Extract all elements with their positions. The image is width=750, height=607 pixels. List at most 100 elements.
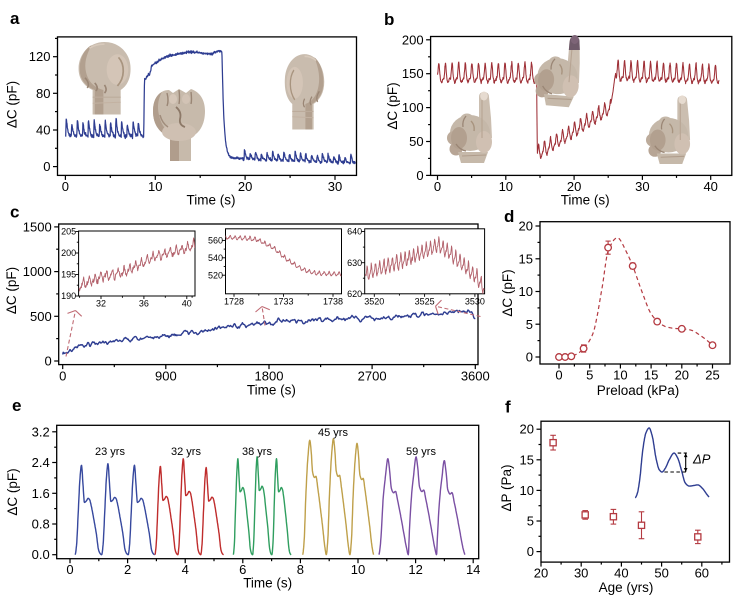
svg-text:6: 6 <box>239 562 246 577</box>
svg-text:1.6: 1.6 <box>32 486 50 501</box>
svg-text:0: 0 <box>59 369 66 384</box>
svg-text:c: c <box>10 203 19 222</box>
svg-text:ΔP (Pa): ΔP (Pa) <box>499 464 514 511</box>
svg-text:0.0: 0.0 <box>32 547 50 562</box>
svg-text:5: 5 <box>586 368 593 383</box>
svg-text:20: 20 <box>567 179 581 194</box>
svg-text:d: d <box>504 207 514 226</box>
svg-text:a: a <box>10 9 20 28</box>
svg-text:3520: 3520 <box>364 296 384 306</box>
svg-text:1738: 1738 <box>323 296 343 306</box>
svg-text:38 yrs: 38 yrs <box>242 446 272 458</box>
svg-text:Age (yrs): Age (yrs) <box>599 580 654 595</box>
svg-text:500: 500 <box>30 309 52 324</box>
svg-text:Time (s): Time (s) <box>187 192 236 207</box>
svg-text:150: 150 <box>402 66 424 81</box>
svg-text:2700: 2700 <box>358 369 387 384</box>
svg-text:10: 10 <box>351 562 365 577</box>
svg-text:20: 20 <box>238 179 252 194</box>
svg-text:10: 10 <box>520 483 534 498</box>
svg-text:ΔC (pF): ΔC (pF) <box>4 267 19 314</box>
svg-text:3525: 3525 <box>415 296 435 306</box>
svg-text:190: 190 <box>61 291 76 301</box>
svg-text:10: 10 <box>613 368 627 383</box>
svg-text:1000: 1000 <box>23 264 52 279</box>
svg-text:20: 20 <box>519 219 533 234</box>
svg-text:b: b <box>384 10 394 29</box>
svg-text:5: 5 <box>527 514 534 529</box>
svg-text:200: 200 <box>61 248 76 258</box>
svg-text:4: 4 <box>182 562 189 577</box>
svg-text:195: 195 <box>61 270 76 280</box>
svg-text:100: 100 <box>402 100 424 115</box>
svg-text:1800: 1800 <box>255 369 284 384</box>
svg-text:1500: 1500 <box>23 219 52 234</box>
svg-text:0.8: 0.8 <box>32 516 50 531</box>
svg-text:560: 560 <box>208 236 223 246</box>
svg-text:50: 50 <box>409 134 423 149</box>
svg-text:60: 60 <box>695 566 709 581</box>
svg-text:640: 640 <box>347 227 362 237</box>
svg-text:0: 0 <box>62 179 69 194</box>
svg-text:f: f <box>505 398 511 417</box>
svg-text:3600: 3600 <box>461 369 490 384</box>
svg-text:15: 15 <box>519 251 533 266</box>
svg-text:10: 10 <box>499 179 513 194</box>
svg-text:20: 20 <box>534 566 548 581</box>
svg-text:620: 620 <box>347 289 362 299</box>
svg-text:15: 15 <box>520 452 534 467</box>
svg-text:30: 30 <box>635 179 649 194</box>
svg-text:0: 0 <box>44 354 51 369</box>
svg-text:ΔC (pF): ΔC (pF) <box>500 269 515 316</box>
svg-text:32 yrs: 32 yrs <box>171 446 201 458</box>
svg-text:40: 40 <box>182 299 192 309</box>
svg-text:40: 40 <box>703 179 717 194</box>
svg-text:10: 10 <box>519 284 533 299</box>
svg-text:40: 40 <box>36 122 50 137</box>
svg-text:1728: 1728 <box>224 296 244 306</box>
svg-text:900: 900 <box>155 369 177 384</box>
svg-text:0: 0 <box>555 368 562 383</box>
svg-text:ΔC (pF): ΔC (pF) <box>5 468 20 515</box>
svg-text:0: 0 <box>43 159 50 174</box>
svg-text:23 yrs: 23 yrs <box>95 446 125 458</box>
svg-text:80: 80 <box>36 86 50 101</box>
svg-text:3.2: 3.2 <box>32 424 50 439</box>
svg-text:15: 15 <box>644 368 658 383</box>
svg-text:ΔP: ΔP <box>692 452 711 467</box>
svg-text:45 yrs: 45 yrs <box>318 427 348 439</box>
svg-text:0: 0 <box>434 179 441 194</box>
svg-text:12: 12 <box>408 562 422 577</box>
svg-text:1733: 1733 <box>273 296 293 306</box>
svg-text:32: 32 <box>96 299 106 309</box>
svg-text:14: 14 <box>466 562 480 577</box>
svg-text:205: 205 <box>61 227 76 237</box>
svg-text:Time (s): Time (s) <box>561 192 610 207</box>
svg-text:e: e <box>12 396 21 415</box>
svg-text:520: 520 <box>208 270 223 280</box>
svg-text:2: 2 <box>124 562 131 577</box>
svg-text:120: 120 <box>29 49 51 64</box>
svg-text:200: 200 <box>402 32 424 47</box>
svg-text:630: 630 <box>347 258 362 268</box>
svg-text:59 yrs: 59 yrs <box>406 446 436 458</box>
svg-text:2.4: 2.4 <box>32 455 50 470</box>
svg-text:3530: 3530 <box>465 296 485 306</box>
svg-text:40: 40 <box>614 566 628 581</box>
svg-text:0: 0 <box>526 350 533 365</box>
svg-text:ΔC (pF): ΔC (pF) <box>5 81 20 128</box>
svg-text:0: 0 <box>66 562 73 577</box>
svg-text:Time (s): Time (s) <box>243 576 292 591</box>
svg-text:20: 20 <box>675 368 689 383</box>
svg-text:36: 36 <box>139 299 149 309</box>
svg-text:Preload (kPa): Preload (kPa) <box>597 383 680 398</box>
svg-text:50: 50 <box>654 566 668 581</box>
svg-text:540: 540 <box>208 253 223 263</box>
svg-text:0: 0 <box>527 544 534 559</box>
svg-text:8: 8 <box>297 562 304 577</box>
svg-text:Time (s): Time (s) <box>247 383 296 398</box>
svg-text:20: 20 <box>520 422 534 437</box>
svg-text:30: 30 <box>574 566 588 581</box>
svg-text:30: 30 <box>328 179 342 194</box>
svg-text:10: 10 <box>148 179 162 194</box>
